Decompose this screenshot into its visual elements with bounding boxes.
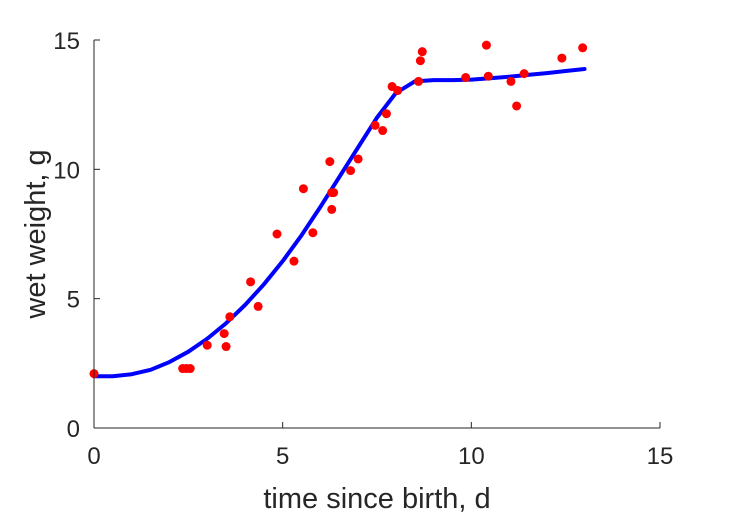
data-point (221, 342, 231, 352)
data-point (557, 53, 567, 63)
y-tick-label: 15 (53, 28, 80, 55)
data-point (246, 277, 256, 287)
data-point (327, 204, 337, 214)
data-point (393, 85, 403, 95)
data-point (185, 364, 195, 374)
data-point (219, 329, 229, 339)
plot-area (89, 40, 588, 379)
fit-curve (92, 66, 587, 379)
data-point (481, 40, 491, 50)
data-point (414, 76, 424, 86)
data-point (578, 43, 588, 53)
axes (93, 39, 661, 429)
y-tick-label: 5 (67, 287, 80, 314)
data-point (378, 126, 388, 136)
data-point (417, 47, 427, 57)
x-axis-title: time since birth, d (263, 483, 490, 515)
data-point (519, 69, 529, 79)
data-point (370, 120, 380, 130)
data-point (506, 76, 516, 86)
data-point (298, 184, 308, 194)
data-point (483, 71, 493, 81)
tick-labels: 0 5 10 15 0 5 10 15 (53, 28, 673, 470)
data-point (512, 101, 522, 111)
data-point (202, 340, 212, 350)
data-point (461, 73, 471, 83)
y-tick-label: 0 (67, 416, 80, 443)
data-point (308, 228, 318, 238)
data-point (272, 229, 282, 239)
x-tick-label: 10 (458, 443, 485, 470)
x-tick-label: 15 (647, 443, 674, 470)
data-point (329, 188, 339, 198)
y-tick-label: 10 (53, 157, 80, 184)
data-point (381, 109, 391, 119)
data-point (325, 157, 335, 167)
y-axis-title: wet weight, g (20, 149, 52, 319)
x-tick-label: 0 (87, 443, 100, 470)
data-point (289, 256, 299, 266)
data-point (346, 166, 356, 176)
data-point (253, 301, 263, 311)
data-point (353, 154, 363, 164)
data-point (225, 312, 235, 322)
x-tick-label: 5 (276, 443, 289, 470)
data-point (415, 56, 425, 66)
